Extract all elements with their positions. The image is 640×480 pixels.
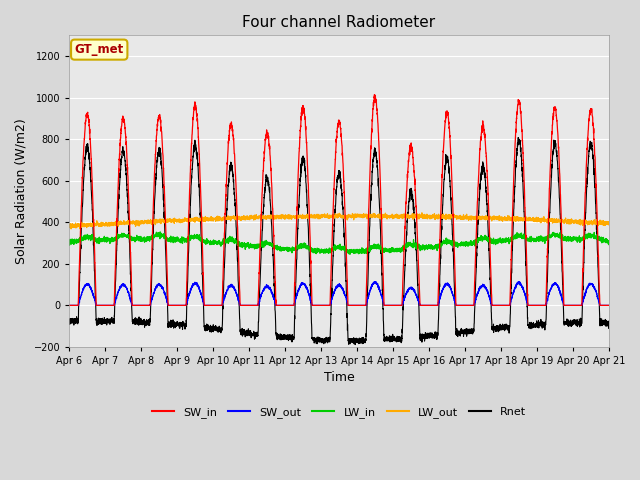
Rnet: [163, 264, 170, 270]
SW_in: [163, 240, 170, 246]
LW_in: [163, 237, 170, 243]
Rnet: [319, 337, 326, 343]
SW_out: [372, 279, 380, 285]
SW_in: [605, 302, 612, 308]
Rnet: [605, 318, 612, 324]
Line: LW_out: LW_out: [69, 213, 609, 229]
Rnet: [65, 321, 73, 327]
LW_in: [491, 239, 499, 245]
Rnet: [604, 321, 612, 326]
SW_out: [65, 302, 73, 308]
LW_out: [460, 216, 468, 221]
LW_in: [346, 252, 354, 257]
Rnet: [351, 342, 359, 348]
SW_in: [65, 302, 73, 308]
SW_in: [491, 302, 499, 308]
LW_out: [491, 216, 499, 222]
Rnet: [515, 134, 522, 140]
LW_in: [604, 238, 612, 244]
SW_in: [430, 302, 438, 308]
Line: SW_out: SW_out: [69, 282, 609, 305]
Line: LW_in: LW_in: [69, 232, 609, 254]
SW_out: [430, 302, 438, 308]
SW_in: [319, 302, 326, 308]
Line: SW_in: SW_in: [69, 95, 609, 305]
Rnet: [460, 330, 468, 336]
Rnet: [430, 334, 438, 340]
LW_in: [605, 238, 612, 243]
LW_out: [319, 214, 326, 220]
SW_out: [163, 295, 170, 301]
SW_in: [604, 302, 612, 308]
LW_out: [604, 220, 612, 226]
LW_in: [65, 240, 73, 246]
X-axis label: Time: Time: [324, 372, 355, 384]
Y-axis label: Solar Radiation (W/m2): Solar Radiation (W/m2): [15, 118, 28, 264]
Legend: SW_in, SW_out, LW_in, LW_out, Rnet: SW_in, SW_out, LW_in, LW_out, Rnet: [147, 402, 531, 422]
LW_out: [430, 213, 438, 219]
Line: Rnet: Rnet: [69, 137, 609, 345]
LW_in: [430, 246, 438, 252]
SW_out: [460, 302, 468, 308]
LW_out: [605, 222, 612, 228]
SW_out: [491, 302, 499, 308]
SW_out: [319, 302, 326, 308]
LW_in: [460, 242, 468, 248]
LW_out: [65, 222, 73, 228]
LW_in: [156, 229, 164, 235]
SW_in: [371, 92, 378, 97]
SW_out: [605, 302, 612, 308]
Rnet: [491, 326, 499, 332]
LW_out: [418, 210, 426, 216]
LW_out: [67, 226, 75, 232]
SW_in: [460, 302, 468, 308]
SW_out: [604, 302, 612, 308]
LW_in: [319, 248, 326, 253]
LW_out: [163, 218, 170, 224]
Title: Four channel Radiometer: Four channel Radiometer: [243, 15, 436, 30]
Text: GT_met: GT_met: [75, 43, 124, 56]
